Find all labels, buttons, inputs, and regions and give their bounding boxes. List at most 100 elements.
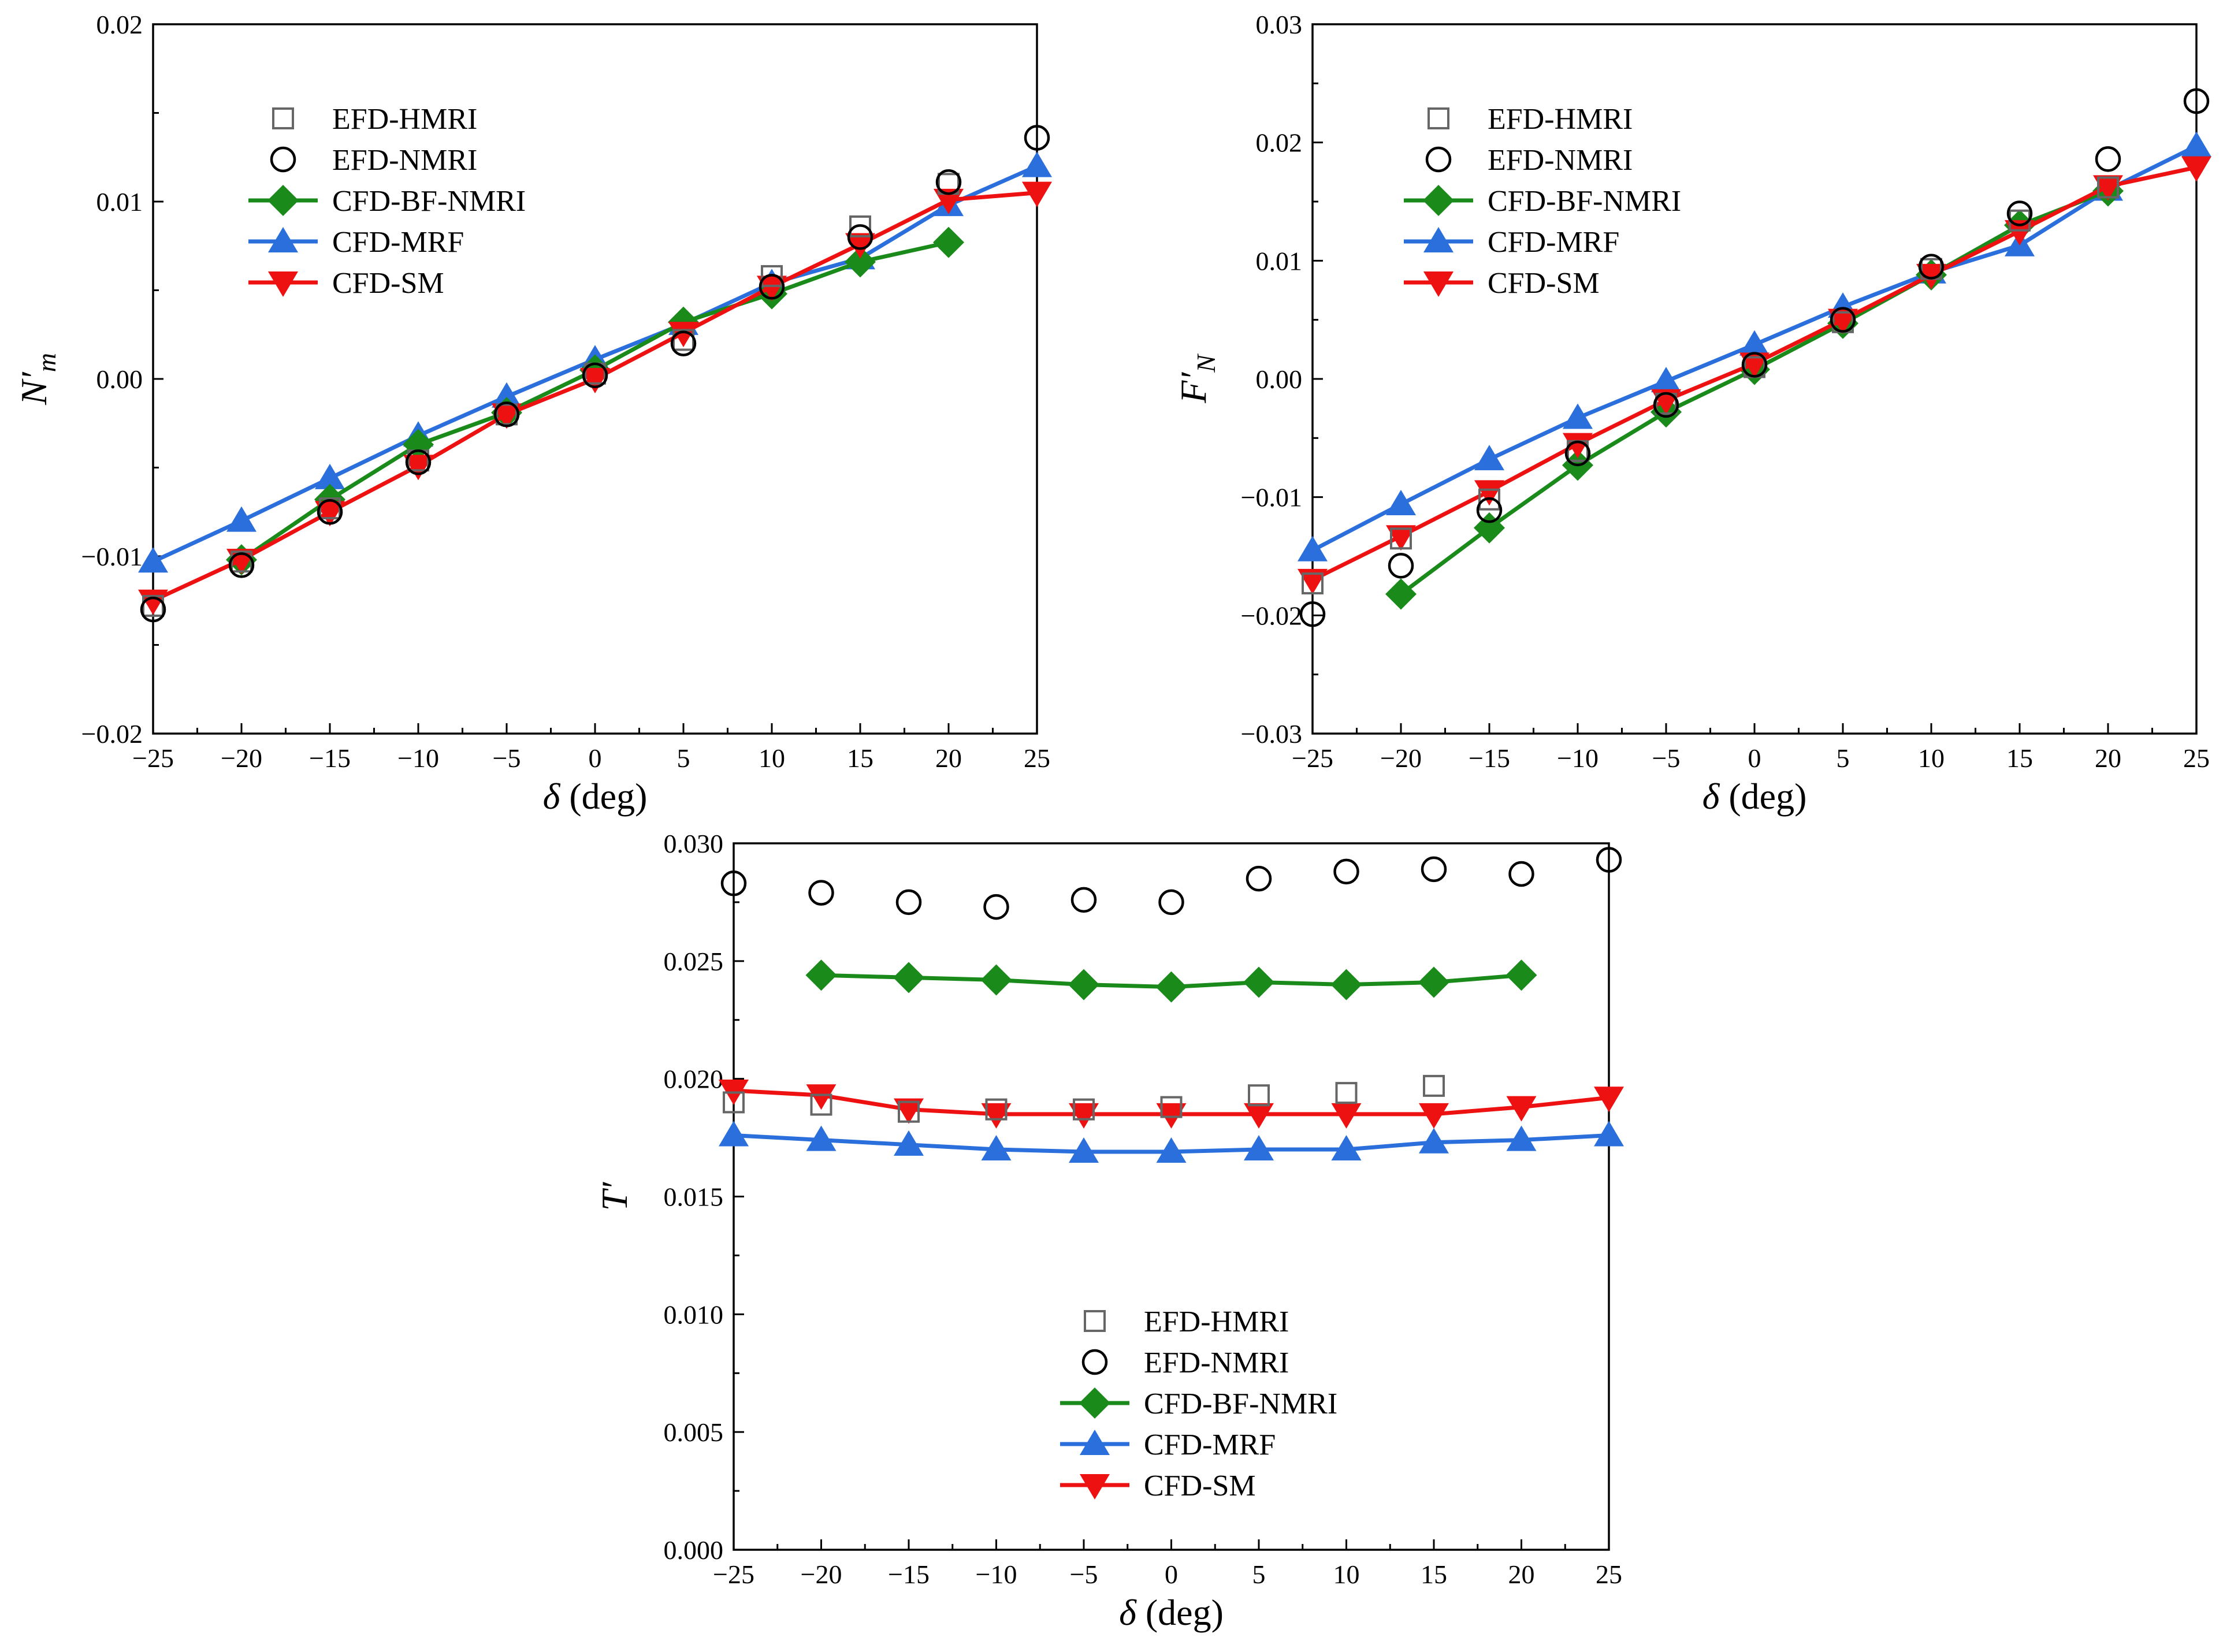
data-point xyxy=(1506,1096,1537,1122)
legend-marker xyxy=(268,271,298,297)
data-point xyxy=(806,1084,837,1110)
data-point xyxy=(981,1134,1012,1160)
data-point xyxy=(1563,403,1593,429)
data-point xyxy=(1418,966,1449,998)
data-point xyxy=(1653,392,1679,418)
x-tick-label: 15 xyxy=(847,743,873,773)
legend-item: EFD-NMRI xyxy=(270,144,477,177)
data-point xyxy=(845,233,875,259)
data-point xyxy=(1385,578,1417,610)
legend: EFD-HMRI EFD-NMRI CFD-BF-NMRI CFD-MRF CFD-SM xyxy=(248,103,526,300)
y-tick-label: 0.01 xyxy=(1256,246,1303,276)
series-efd-nmri xyxy=(720,847,1622,920)
data-point xyxy=(1069,1103,1099,1129)
x-tick-label: −10 xyxy=(976,1560,1017,1589)
x-tick-label: −5 xyxy=(493,743,521,773)
data-point xyxy=(315,501,345,527)
data-point xyxy=(759,274,785,300)
data-point xyxy=(2181,131,2211,157)
x-tick-label: −10 xyxy=(1557,743,1599,773)
legend: EFD-HMRI EFD-NMRI CFD-BF-NMRI CFD-MRF CFD-SM xyxy=(1060,1305,1337,1502)
y-axis-label: T′ xyxy=(594,1182,635,1211)
x-tick-label: −25 xyxy=(713,1560,754,1589)
x-tick-label: 20 xyxy=(2095,743,2121,773)
data-point xyxy=(1068,969,1099,1000)
x-axis-label: δ (deg) xyxy=(1119,1592,1224,1633)
data-point xyxy=(1244,1134,1274,1160)
x-tick-label: 10 xyxy=(759,743,785,773)
data-point xyxy=(1160,1096,1183,1118)
data-point xyxy=(2093,175,2123,201)
legend-item: EFD-NMRI xyxy=(1425,144,1633,177)
y-tick-label: 0.03 xyxy=(1256,10,1303,39)
y-tick-label: 0.00 xyxy=(96,364,143,394)
legend-marker xyxy=(1081,1349,1108,1375)
data-point xyxy=(1596,847,1622,873)
x-tick-label: 10 xyxy=(1918,743,1945,773)
x-tick-label: 20 xyxy=(935,743,962,773)
data-point xyxy=(720,870,747,896)
data-point xyxy=(1298,535,1328,561)
data-point xyxy=(1069,1137,1099,1163)
legend-marker xyxy=(267,185,299,216)
legend-item: CFD-BF-NMRI xyxy=(1060,1387,1337,1420)
chart-panel-nm: −25 −20 −15 −10 −5 0 5 10 15 20 25 −0.02 −0.01 0.00 0.… xyxy=(13,10,1052,817)
series-cfd-mrf xyxy=(719,1121,1624,1163)
data-point xyxy=(805,959,837,991)
legend-marker xyxy=(1428,107,1449,129)
data-point xyxy=(1331,1134,1362,1160)
data-point xyxy=(1155,971,1187,1003)
series-efd-hmri xyxy=(1302,176,2119,595)
data-point xyxy=(1741,352,1768,378)
y-tick-label: 0.00 xyxy=(1256,364,1303,394)
y-axis-label: F′N xyxy=(1173,354,1221,404)
y-tick-label: −0.03 xyxy=(1241,719,1302,749)
data-point xyxy=(1423,1074,1445,1097)
x-tick-label: 25 xyxy=(1596,1560,1622,1589)
series-efd-nmri xyxy=(140,125,1050,623)
chart-panel-fn: −25 −20 −15 −10 −5 0 5 10 15 20 25 −0.03 −0.02 −0.01 0… xyxy=(1173,10,2211,817)
data-point xyxy=(140,596,166,623)
data-point xyxy=(719,1121,749,1147)
legend-marker xyxy=(1079,1387,1110,1419)
x-tick-label: 0 xyxy=(589,743,602,773)
data-point xyxy=(2181,156,2211,182)
x-tick-label: −10 xyxy=(397,743,439,773)
data-point xyxy=(582,362,608,389)
x-tick-label: 25 xyxy=(1024,743,1050,773)
y-tick-label: 0.020 xyxy=(664,1065,724,1094)
data-point xyxy=(1243,966,1274,998)
x-tick-label: 5 xyxy=(1252,1560,1266,1589)
y-axis-subscript: N xyxy=(1191,354,1221,373)
x-tick-label: 0 xyxy=(1165,1560,1178,1589)
legend-label: EFD-HMRI xyxy=(332,103,477,136)
legend-item: CFD-SM xyxy=(1060,1469,1256,1502)
legend-label: CFD-BF-NMRI xyxy=(1144,1387,1337,1420)
x-tick-label: −15 xyxy=(888,1560,930,1589)
legend-marker xyxy=(1423,227,1454,252)
y-axis-symbol: T′ xyxy=(594,1182,635,1211)
x-tick-label: 0 xyxy=(1748,743,1761,773)
legend-label: CFD-MRF xyxy=(1144,1428,1276,1461)
y-tick-label: 0.000 xyxy=(664,1535,724,1565)
data-point xyxy=(894,1098,924,1124)
data-point xyxy=(1335,1082,1358,1104)
data-point xyxy=(492,382,522,408)
legend-label: CFD-MRF xyxy=(332,226,464,259)
x-axis-label: δ (deg) xyxy=(543,776,648,817)
y-tick-label: 0.02 xyxy=(96,10,143,39)
data-point xyxy=(405,449,432,475)
x-axis-label: δ (deg) xyxy=(1702,776,1807,817)
data-point xyxy=(845,246,876,278)
legend-label: CFD-MRF xyxy=(1488,226,1619,259)
legend-item: CFD-SM xyxy=(1404,267,1600,300)
data-point xyxy=(403,455,433,481)
data-point xyxy=(1022,151,1052,177)
data-point xyxy=(1244,1103,1274,1129)
data-point xyxy=(1070,887,1097,913)
legend-label: CFD-SM xyxy=(1144,1469,1256,1502)
series-cfd-sm xyxy=(1298,156,2211,594)
data-point xyxy=(894,1130,924,1156)
data-point xyxy=(493,401,520,427)
x-tick-label: −5 xyxy=(1652,743,1681,773)
